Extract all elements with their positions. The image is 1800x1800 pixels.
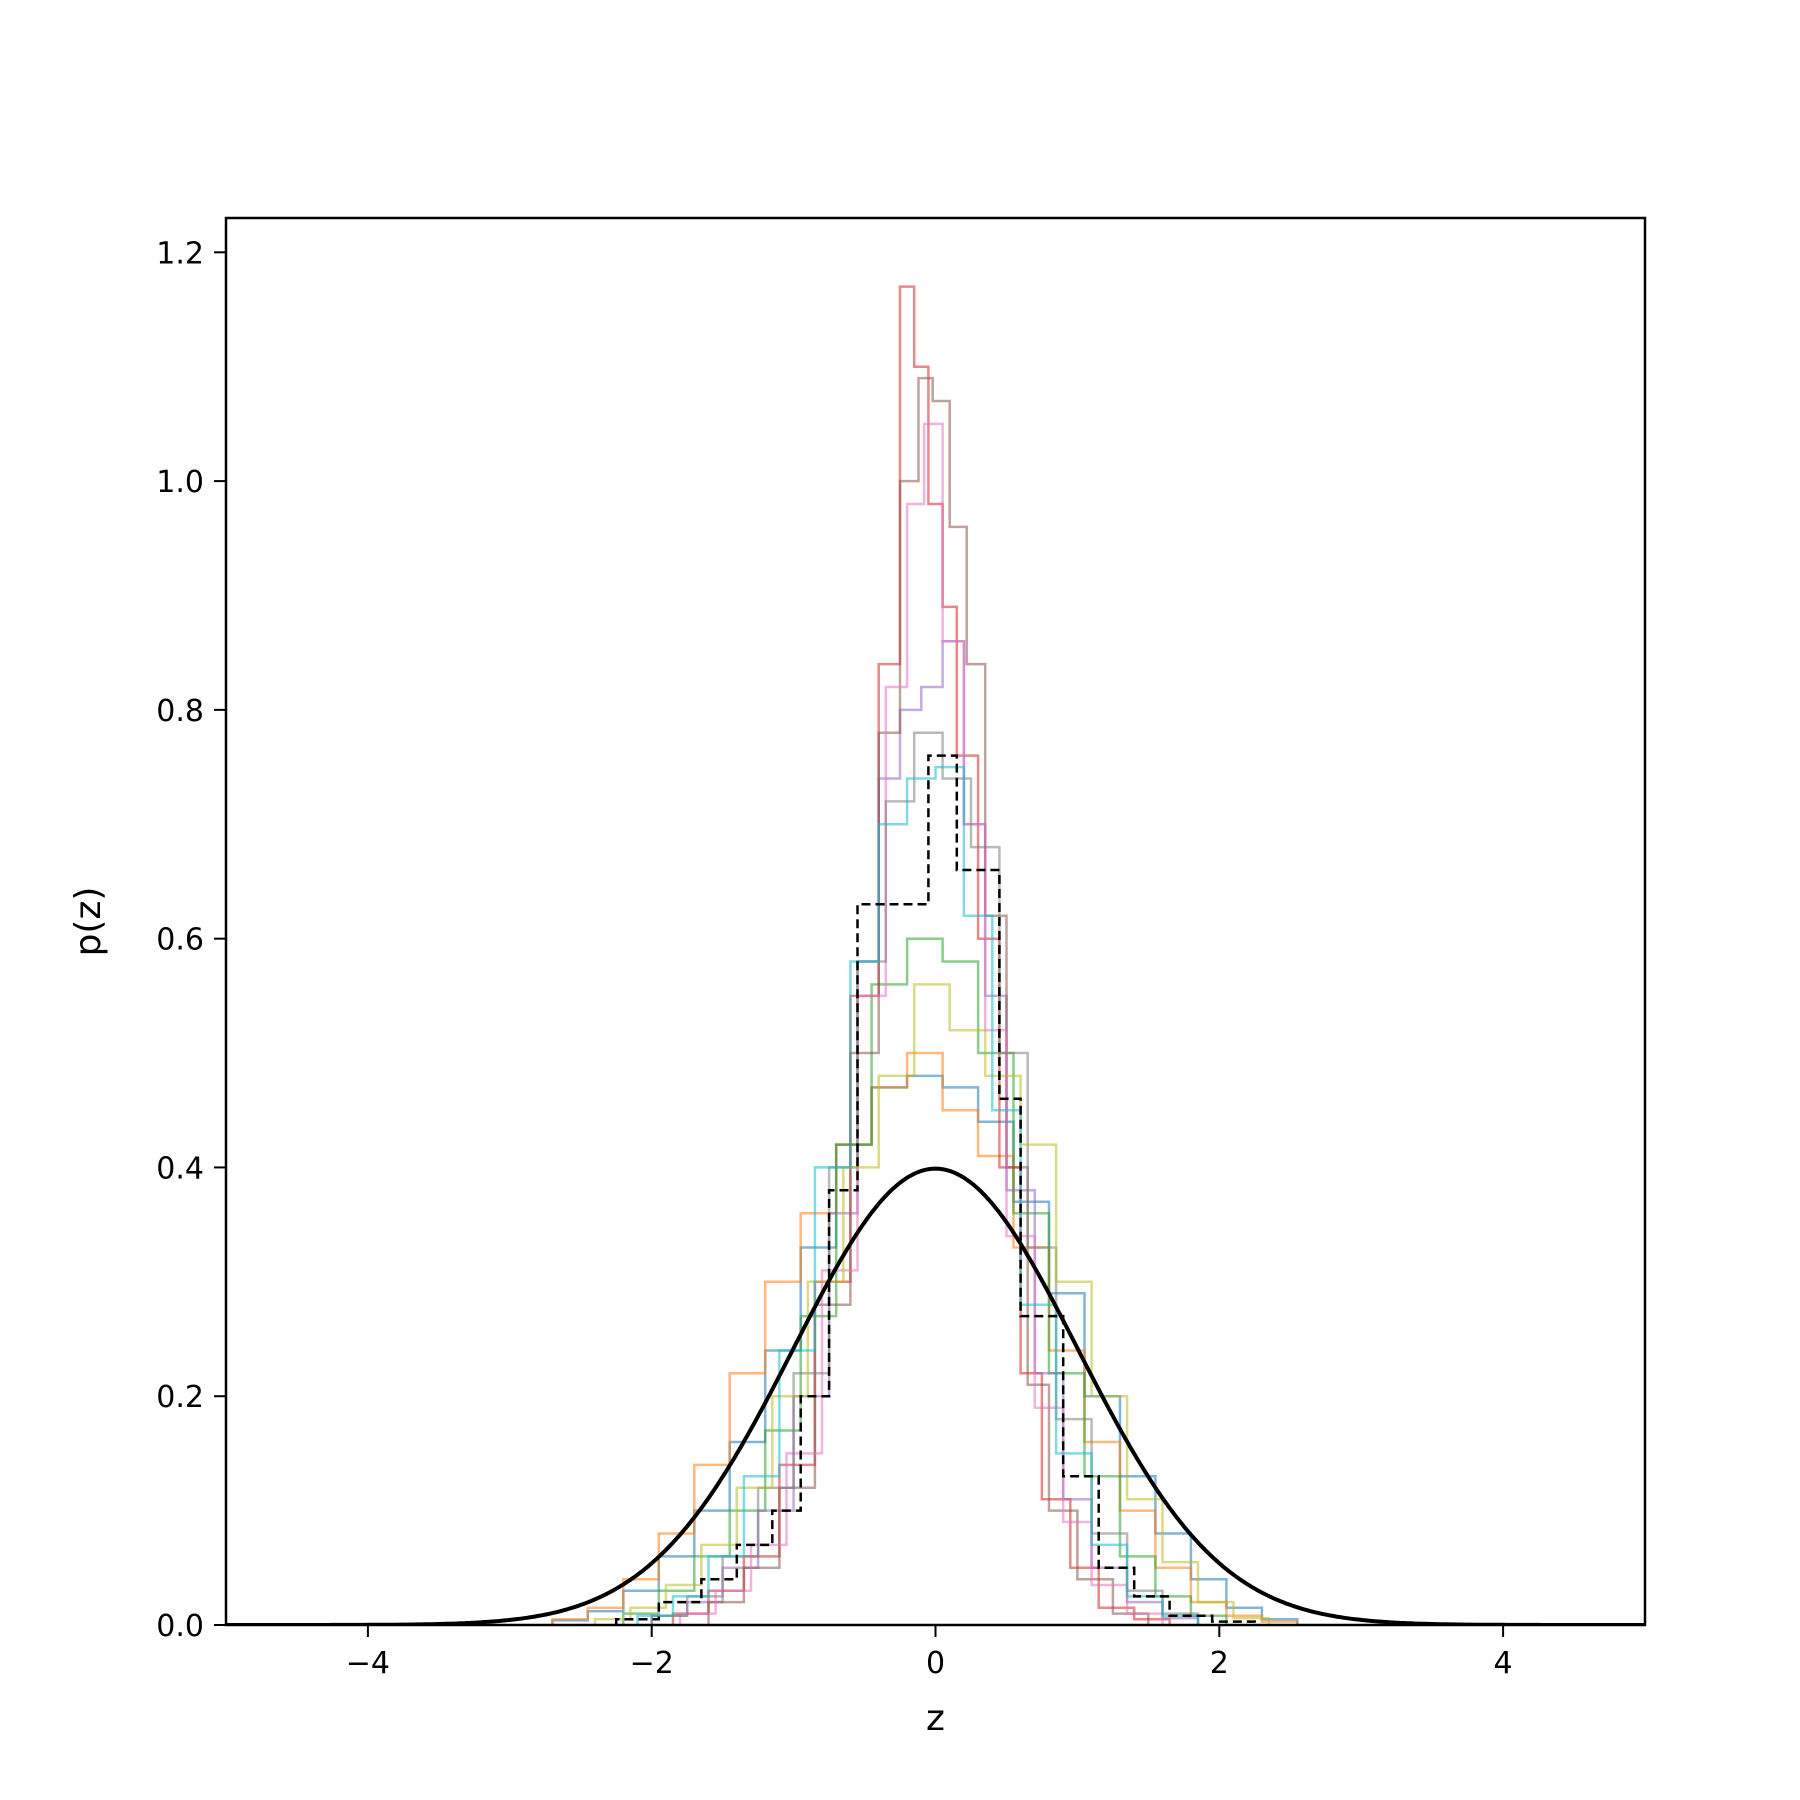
y-tick-label: 0.2 bbox=[156, 1380, 204, 1415]
y-tick-label: 0.8 bbox=[156, 694, 204, 729]
dashed-histogram-layer bbox=[614, 754, 1257, 1625]
histogram-series-4 bbox=[671, 285, 1171, 1625]
y-tick-label: 1.2 bbox=[156, 236, 204, 271]
histogram-series-6 bbox=[707, 376, 1150, 1625]
y-tick-label: 1.0 bbox=[156, 465, 204, 500]
normal-pdf-layer bbox=[226, 1166, 1645, 1625]
histogram-series-2 bbox=[551, 1051, 1299, 1625]
x-tick-label: −2 bbox=[630, 1646, 674, 1681]
histogram-series-layer bbox=[551, 285, 1299, 1625]
y-tick-label: 0.0 bbox=[156, 1609, 204, 1644]
dashed-histogram bbox=[614, 754, 1257, 1625]
x-tick-label: 2 bbox=[1210, 1646, 1229, 1681]
y-tick-label: 0.4 bbox=[156, 1151, 204, 1186]
y-tick-label: 0.6 bbox=[156, 923, 204, 958]
y-axis-label: p(z) bbox=[68, 887, 109, 957]
x-ticks: −4 −2 0 2 4 bbox=[346, 1625, 1513, 1681]
histogram-series-9 bbox=[593, 983, 1271, 1625]
histogram-series-8 bbox=[650, 731, 1200, 1625]
x-axis-label: z bbox=[926, 1698, 945, 1739]
normal-pdf-curve bbox=[226, 1166, 1645, 1625]
x-tick-label: −4 bbox=[346, 1646, 390, 1681]
axes-frame bbox=[224, 216, 1647, 1627]
y-ticks: 0.0 0.2 0.4 0.6 0.8 1.0 1.2 bbox=[156, 236, 226, 1644]
x-tick-label: 4 bbox=[1494, 1646, 1513, 1681]
histogram-series-3 bbox=[622, 937, 1228, 1625]
x-tick-label: 0 bbox=[926, 1646, 945, 1681]
histogram-series-10 bbox=[636, 765, 1200, 1625]
histogram-series-1 bbox=[551, 1074, 1299, 1625]
histogram-series-7 bbox=[678, 422, 1164, 1625]
